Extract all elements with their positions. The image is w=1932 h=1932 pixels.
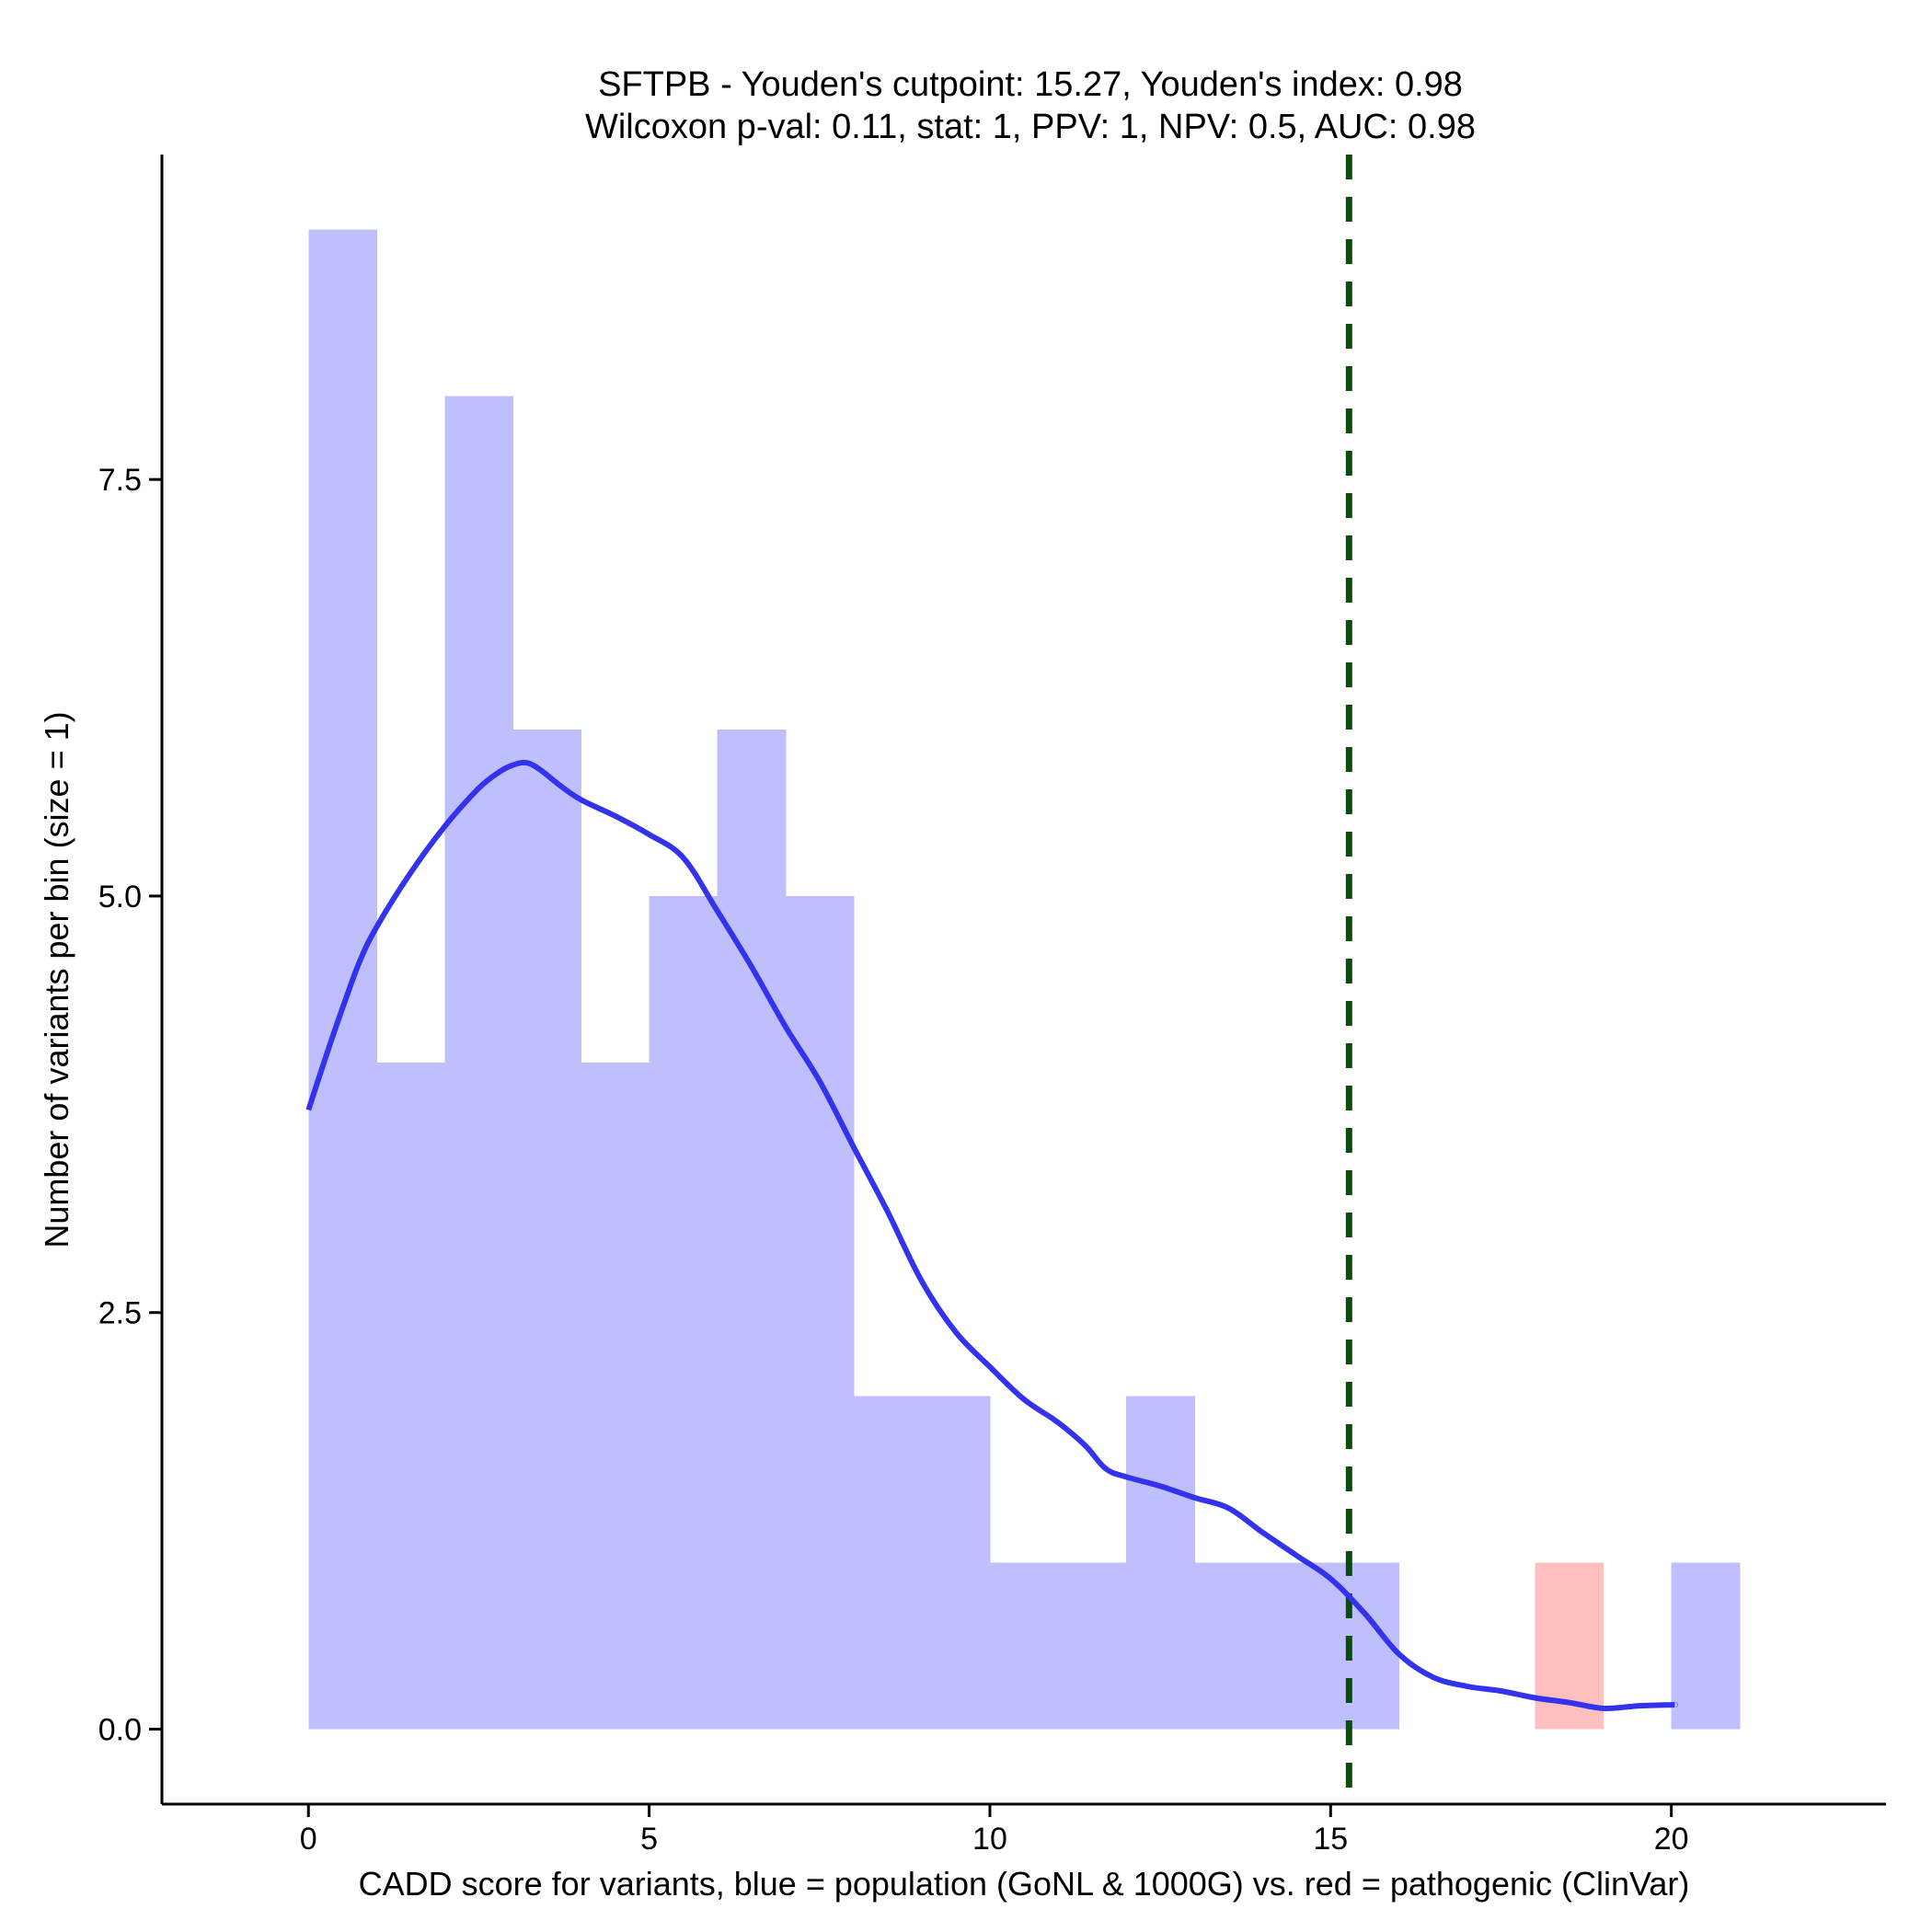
- bar-series0-bin-11: [1058, 1562, 1127, 1730]
- bar-series0-bin-9: [921, 1396, 991, 1730]
- x-tick-label-15: 15: [1313, 1822, 1348, 1857]
- bar-series0-bin-2: [444, 396, 514, 1730]
- y-tick-label-5.0: 5.0: [98, 880, 142, 914]
- bar-series0-bin-10: [989, 1562, 1059, 1730]
- density-curve-group: [305, 759, 1678, 1711]
- y-tick-label-7.5: 7.5: [98, 463, 142, 498]
- x-tick-label-5: 5: [640, 1822, 658, 1857]
- chart-title: SFTPB - Youden's cutpoint: 15.27, Youden…: [585, 65, 1476, 146]
- x-tick-label-20: 20: [1654, 1822, 1689, 1857]
- title-line-2: Wilcoxon p-val: 0.11, stat: 1, PPV: 1, N…: [585, 108, 1476, 146]
- bar-series0-bin-5: [649, 895, 719, 1730]
- bar-series0-bin-4: [581, 1063, 650, 1730]
- bar-series0-bin-12: [1126, 1396, 1195, 1730]
- x-axis-title: CADD score for variants, blue = populati…: [359, 1865, 1690, 1903]
- y-axis-title: Number of variants per bin (size = 1): [38, 711, 75, 1248]
- x-tick-label-10: 10: [972, 1822, 1007, 1857]
- axes: [160, 155, 1886, 1806]
- density-curve: [305, 759, 1678, 1711]
- x-tick-label-0: 0: [300, 1822, 317, 1857]
- y-tick-label-2.5: 2.5: [98, 1296, 142, 1331]
- bar-series0-bin-3: [512, 729, 582, 1730]
- bar-series0-bin-6: [717, 729, 787, 1730]
- x-axis-ticks: 0 5 10 15 20: [300, 1804, 1689, 1857]
- y-axis-ticks: 0.0 2.5 5.0 7.5: [98, 463, 162, 1748]
- bar-series0-bin-1: [376, 1063, 445, 1730]
- bar-series0-bin-7: [785, 895, 855, 1730]
- bar-series0-bin-0: [308, 229, 377, 1730]
- title-line-1: SFTPB - Youden's cutpoint: 15.27, Youden…: [598, 65, 1463, 104]
- bar-series0-bin-20: [1671, 1562, 1741, 1730]
- bar-series0-bin-8: [853, 1396, 923, 1730]
- bar-series0-bin-13: [1194, 1562, 1263, 1730]
- y-tick-label-0.0: 0.0: [98, 1713, 142, 1748]
- bar-series0-bin-14: [1262, 1562, 1331, 1730]
- histogram-bars: [308, 229, 1741, 1730]
